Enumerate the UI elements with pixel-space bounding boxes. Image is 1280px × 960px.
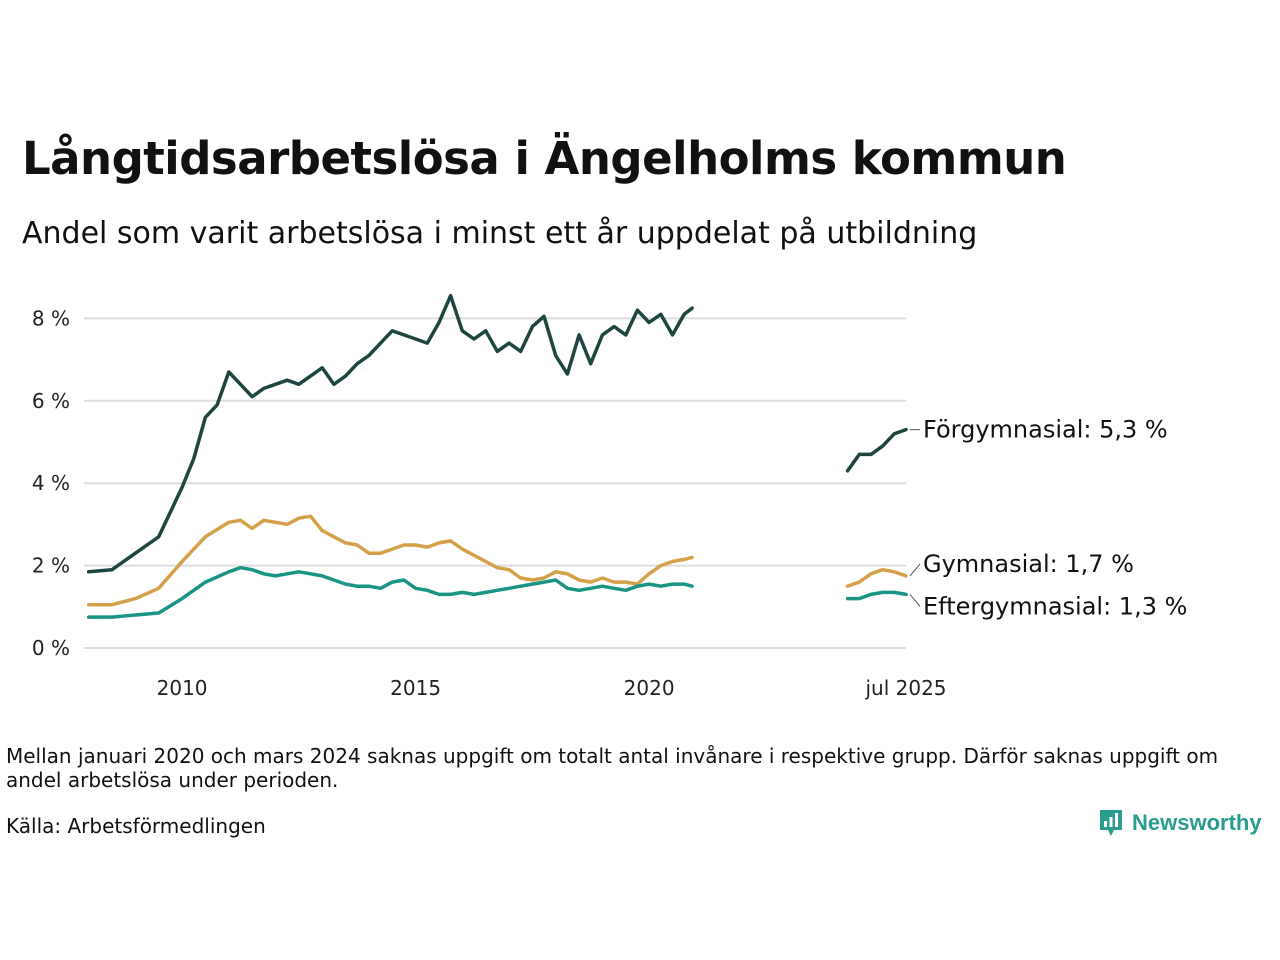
- x-tick-label: 2015: [390, 676, 441, 700]
- y-tick-label: 6 %: [32, 389, 70, 413]
- series-line-förgymnasial: [86, 293, 908, 574]
- y-tick-label: 4 %: [32, 471, 70, 495]
- chart-subtitle: Andel som varit arbetslösa i minst ett å…: [22, 216, 978, 251]
- end-label-förgymnasial: Förgymnasial: 5,3 %: [923, 416, 1168, 444]
- line-chart: 0 % 2 % 4 % 6 % 8 % 2010 2015 2020 jul 2025 För…: [32, 293, 1187, 700]
- end-label-gymnasial: Gymnasial: 1,7 %: [923, 550, 1134, 578]
- y-tick-label: 0 %: [32, 636, 70, 660]
- series-lines: [86, 293, 908, 619]
- end-label-leader: [909, 594, 921, 607]
- y-axis-ticks: 0 % 2 % 4 % 6 % 8 %: [32, 306, 70, 660]
- end-label-eftergymnasial: Eftergymnasial: 1,3 %: [923, 592, 1187, 620]
- x-tick-label: jul 2025: [864, 676, 946, 700]
- series-line-gymnasial: [86, 514, 908, 607]
- x-tick-label: 2020: [624, 676, 675, 700]
- source-text: Källa: Arbetsförmedlingen: [6, 814, 266, 838]
- brand-name: Newsworthy: [1132, 810, 1262, 835]
- y-tick-label: 8 %: [32, 306, 70, 330]
- chart-title: Långtidsarbetslösa i Ängelholms kommun: [22, 132, 1067, 185]
- series-line-eftergymnasial: [86, 565, 908, 619]
- x-axis-ticks: 2010 2015 2020 jul 2025: [157, 676, 947, 700]
- y-tick-label: 2 %: [32, 554, 70, 578]
- footnote: Mellan januari 2020 och mars 2024 saknas…: [6, 744, 1219, 792]
- x-tick-label: 2010: [157, 676, 208, 700]
- end-labels: Förgymnasial: 5,3 % Gymnasial: 1,7 % Efter…: [909, 416, 1187, 620]
- brand-logo: Newsworthy: [1098, 808, 1262, 838]
- grid-lines: [84, 317, 906, 649]
- end-label-leader: [909, 563, 921, 577]
- bar-chart-icon: [1100, 810, 1122, 836]
